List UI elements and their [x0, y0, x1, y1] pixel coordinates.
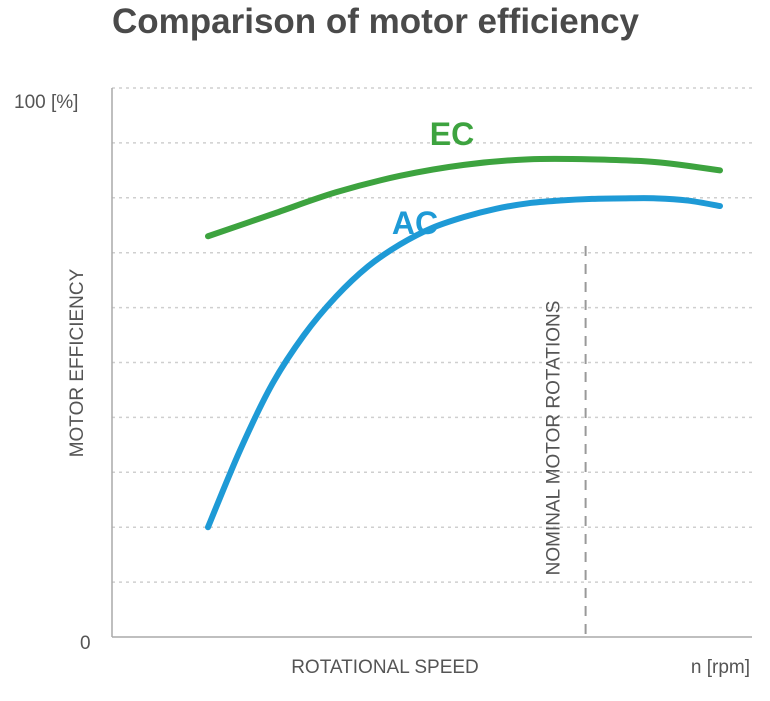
series-labels: EC AC	[392, 116, 474, 241]
axes	[111, 88, 752, 638]
y-axis-top-label: 100 [%]	[14, 92, 78, 113]
series-label-ac: AC	[392, 205, 438, 241]
y-axis-title: MOTOR EFFICIENCY	[67, 268, 88, 457]
x-axis-title: ROTATIONAL SPEED	[291, 657, 479, 678]
series-line-ec	[205, 155, 723, 240]
x-axis-unit-label: n [rpm]	[691, 657, 750, 678]
series-lines	[205, 155, 723, 531]
series-label-ec: EC	[430, 116, 474, 152]
chart-title: Comparison of motor efficiency	[112, 2, 640, 41]
series-line-ac	[205, 195, 723, 531]
y-axis-bottom-label: 0	[80, 633, 91, 654]
nominal-rotations-label: NOMINAL MOTOR ROTATIONS	[544, 301, 565, 576]
grid-lines	[112, 87, 752, 583]
